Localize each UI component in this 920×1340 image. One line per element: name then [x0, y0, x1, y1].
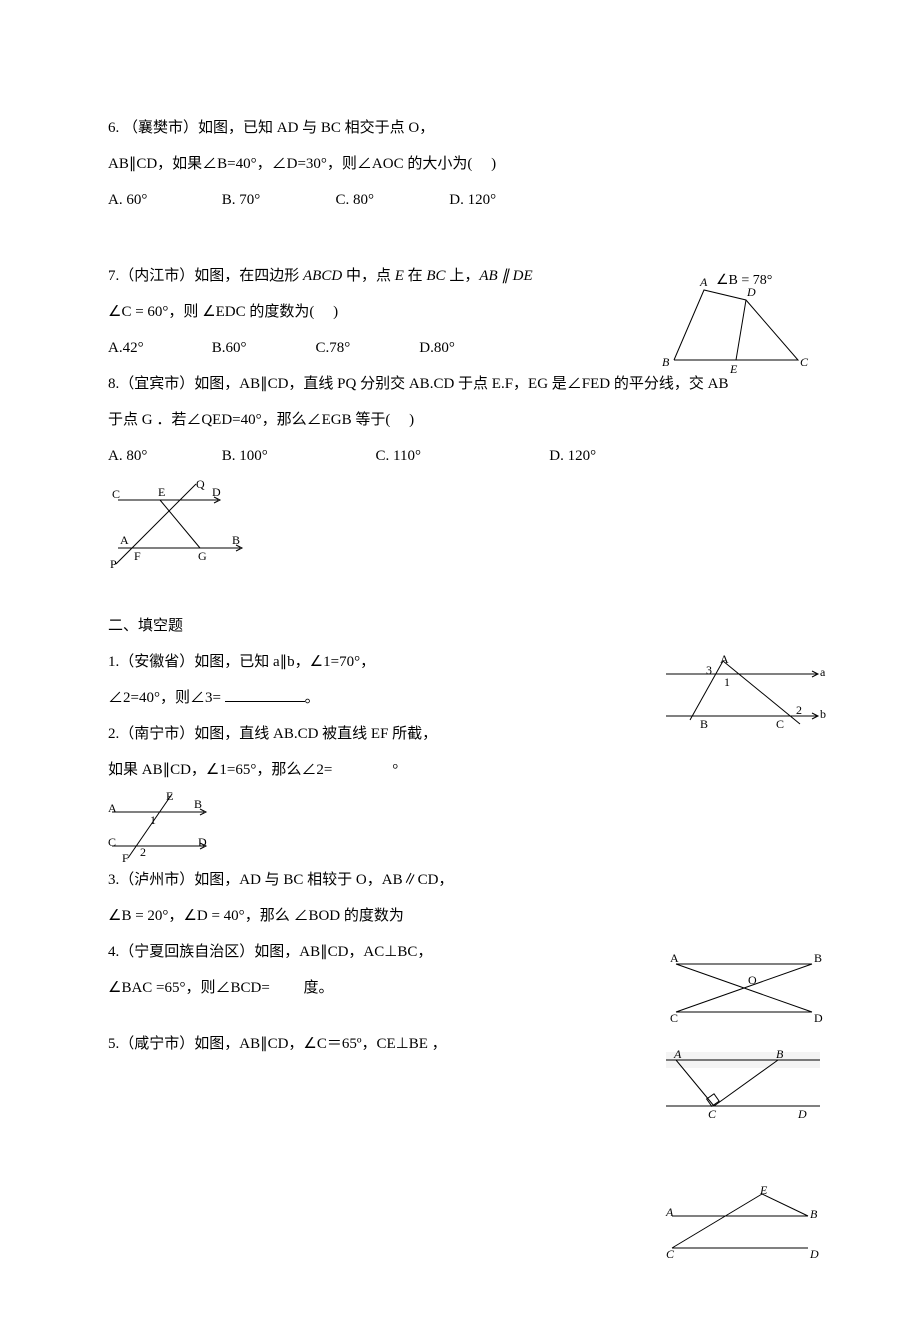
svg-text:b: b — [820, 707, 826, 721]
svg-text:1: 1 — [150, 813, 156, 827]
svg-text:C: C — [708, 1107, 717, 1121]
svg-text:B: B — [776, 1047, 784, 1061]
svg-text:D: D — [797, 1107, 807, 1121]
svg-text:C: C — [670, 1011, 678, 1025]
f4-figure: A B C D — [658, 1044, 828, 1122]
f3-line1: 3.（泸州市）如图，AD 与 BC 相较于 O，AB∥CD， — [108, 862, 812, 898]
q8-opt-c: C. 110° — [376, 438, 546, 474]
f2-figure: A B C D E F 1 2 — [108, 790, 238, 862]
svg-text:A: A — [673, 1047, 682, 1061]
svg-text:C: C — [776, 717, 784, 731]
svg-text:C: C — [112, 487, 120, 501]
svg-text:E: E — [158, 485, 165, 499]
q6-line2: AB∥CD，如果∠B=40°，∠D=30°，则∠AOC 的大小为( ) — [108, 146, 812, 182]
f2-line2: 如果 AB∥CD，∠1=65°，那么∠2= ° — [108, 752, 812, 788]
f3-line2: ∠B = 20°，∠D = 40°，那么 ∠BOD 的度数为 — [108, 898, 812, 934]
q7-opt-d: D. 80° — [419, 330, 455, 366]
q8-opt-d: D. 120° — [549, 438, 596, 474]
svg-text:O: O — [748, 973, 757, 987]
svg-text:B: B — [810, 1207, 818, 1221]
svg-text:P: P — [110, 557, 117, 571]
svg-text:C: C — [800, 355, 809, 369]
q8-line2: 于点 G ．若∠QED=40°，那么∠EGB 等于( ) — [108, 402, 812, 438]
svg-text:3: 3 — [706, 663, 712, 677]
q8-figure: C D A B E F G P Q — [110, 478, 250, 568]
svg-text:B: B — [232, 533, 240, 547]
svg-text:1: 1 — [724, 675, 730, 689]
q8-opt-a: A. 80° — [108, 438, 218, 474]
f1-blank — [225, 687, 305, 702]
svg-text:A: A — [670, 951, 679, 965]
q6-opt-d: D. 120° — [449, 182, 496, 218]
svg-text:E: E — [166, 789, 173, 803]
q6-line1: 6. （襄樊市）如图，已知 AD 与 BC 相交于点 O， — [108, 110, 812, 146]
svg-text:A: A — [120, 533, 129, 547]
svg-text:2: 2 — [140, 845, 146, 859]
svg-text:E: E — [759, 1183, 768, 1197]
svg-text:D: D — [212, 485, 221, 499]
f3-figure: A B C D O — [658, 950, 828, 1028]
svg-text:D: D — [198, 835, 207, 849]
svg-text:A: A — [720, 652, 729, 666]
svg-text:B: B — [194, 797, 202, 811]
svg-text:G: G — [198, 549, 207, 563]
q8-options: A. 80° B. 100° C. 110° D. 120° — [108, 438, 812, 474]
q6-opt-c: C. 80° — [336, 182, 446, 218]
svg-text:A: A — [665, 1205, 674, 1219]
q7-figure: ∠B = 78° A D B E C — [644, 268, 824, 378]
q7-opt-a: A. 42° — [108, 330, 208, 366]
svg-text:2: 2 — [796, 703, 802, 717]
q7-opt-b: B. 60° — [212, 330, 312, 366]
svg-text:D: D — [814, 1011, 823, 1025]
f5-figure: A B C D E — [658, 1186, 828, 1262]
svg-text:C: C — [108, 835, 116, 849]
f1-figure: A B C a b 1 2 3 — [660, 654, 828, 738]
q7-annot: ∠B = 78° — [716, 264, 772, 298]
q6-opt-b: B. 70° — [222, 182, 332, 218]
svg-text:F: F — [134, 549, 141, 563]
section2-title: 二、填空题 — [108, 608, 812, 644]
svg-text:A: A — [699, 275, 708, 289]
svg-text:B: B — [814, 951, 822, 965]
svg-text:C: C — [666, 1247, 675, 1261]
svg-text:B: B — [662, 355, 670, 369]
svg-text:a: a — [820, 665, 826, 679]
svg-text:A: A — [108, 801, 117, 815]
q8-opt-b: B. 100° — [222, 438, 372, 474]
q6-options: A. 60° B. 70° C. 80° D. 120° — [108, 182, 812, 218]
svg-text:E: E — [729, 362, 738, 376]
q6-opt-a: A. 60° — [108, 182, 218, 218]
svg-text:B: B — [700, 717, 708, 731]
svg-text:Q: Q — [196, 477, 205, 491]
q7-opt-c: C. 78° — [316, 330, 416, 366]
svg-text:D: D — [809, 1247, 819, 1261]
